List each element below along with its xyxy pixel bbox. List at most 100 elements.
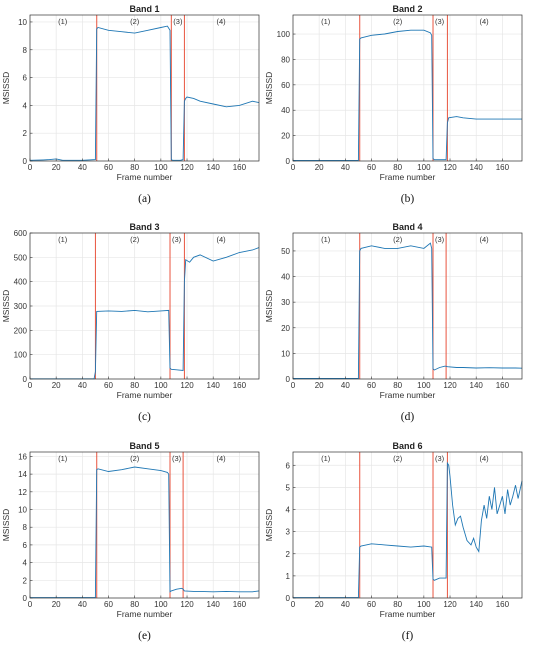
- plot-area: [293, 452, 522, 598]
- y-tick-label: 0: [286, 594, 291, 603]
- x-tick-label: 0: [291, 600, 296, 609]
- region-label: (1): [321, 454, 331, 463]
- chart-title: Band 6: [392, 441, 422, 451]
- y-tick-label: 100: [277, 30, 291, 39]
- y-tick-label: 500: [14, 253, 28, 262]
- x-tick-label: 40: [78, 600, 87, 609]
- region-label: (2): [130, 235, 140, 244]
- region-label: (4): [479, 235, 489, 244]
- chart-panel-1: (1) (2) (3) (4) 0 20 40 60 80 100 120 140 160 0 2 4 6 8 10…: [1, 4, 260, 205]
- chart-panel-5: (1) (2) (3) (4) 0 20 40 60 80 100 120 140 160 0 2 4 6 8 10…: [1, 441, 260, 642]
- x-tick-label: 140: [470, 163, 484, 172]
- x-axis-label: Frame number: [117, 390, 173, 400]
- chart-title: Band 1: [129, 4, 159, 14]
- y-tick-label: 20: [281, 132, 290, 141]
- axes-box: [292, 232, 523, 380]
- chart-title: Band 2: [392, 4, 422, 14]
- x-tick-label: 140: [207, 163, 221, 172]
- y-tick-label: 100: [14, 351, 28, 360]
- axes-box: [29, 451, 260, 599]
- x-tick-label: 80: [393, 381, 402, 390]
- y-tick-label: 0: [23, 375, 28, 384]
- x-tick-label: 100: [154, 163, 168, 172]
- x-axis-label: Frame number: [380, 172, 436, 182]
- y-tick-label: 2: [286, 550, 291, 559]
- y-tick-label: 5: [286, 483, 291, 492]
- region-label: (4): [479, 454, 489, 463]
- x-tick-label: 120: [443, 381, 457, 390]
- plot-area: [30, 452, 259, 598]
- region-label: (2): [393, 17, 403, 26]
- region-label: (3): [173, 17, 183, 26]
- x-tick-label: 0: [28, 163, 33, 172]
- plot-area: [293, 15, 522, 161]
- x-tick-label: 160: [233, 381, 247, 390]
- plot-area: [293, 233, 522, 379]
- axes-box: [292, 451, 523, 599]
- y-tick-label: 200: [14, 326, 28, 335]
- region-label: (3): [435, 17, 445, 26]
- y-axis-label: MSISSD: [264, 72, 274, 105]
- y-tick-label: 12: [18, 488, 27, 497]
- region-label: (4): [216, 454, 226, 463]
- data-series-line: [30, 466, 260, 599]
- x-tick-label: 60: [104, 600, 113, 609]
- y-tick-label: 10: [18, 18, 27, 27]
- x-tick-label: 80: [393, 600, 402, 609]
- x-tick-label: 40: [78, 381, 87, 390]
- x-tick-label: 20: [315, 381, 324, 390]
- region-label: (2): [393, 454, 403, 463]
- x-tick-label: 0: [28, 600, 33, 609]
- data-series-line: [29, 25, 260, 161]
- x-tick-label: 20: [315, 163, 324, 172]
- chart-title: Band 3: [129, 222, 159, 232]
- x-tick-label: 120: [443, 163, 457, 172]
- region-label: (1): [58, 235, 68, 244]
- data-series-line: [293, 242, 523, 379]
- data-series-line: [293, 29, 522, 161]
- x-tick-label: 140: [207, 600, 221, 609]
- y-tick-label: 80: [281, 55, 290, 64]
- y-tick-label: 2: [23, 576, 28, 585]
- y-tick-label: 2: [23, 129, 28, 138]
- region-label: (2): [130, 454, 140, 463]
- y-tick-label: 0: [286, 375, 291, 384]
- x-tick-label: 0: [291, 163, 296, 172]
- chart-panel-4: (1) (2) (3) (4) 0 20 40 60 80 100 120 140 160 0 10 20 30…: [264, 222, 523, 423]
- region-label: (4): [216, 17, 226, 26]
- region-label: (3): [172, 454, 182, 463]
- panel-caption: (b): [401, 193, 415, 205]
- x-tick-label: 60: [104, 381, 113, 390]
- chart-panel-6: (1) (2) (3) (4) 0 20 40 60 80 100 120 140 160 0 1 2 3 4 5 6…: [264, 441, 523, 642]
- data-series-line: [293, 461, 523, 599]
- x-tick-label: 60: [104, 163, 113, 172]
- x-tick-label: 100: [417, 600, 431, 609]
- x-tick-label: 160: [496, 381, 510, 390]
- y-tick-label: 60: [281, 81, 290, 90]
- region-label: (2): [393, 235, 403, 244]
- x-tick-label: 100: [417, 163, 431, 172]
- x-tick-label: 60: [367, 381, 376, 390]
- x-tick-label: 20: [52, 600, 61, 609]
- panel-caption: (d): [401, 411, 415, 423]
- x-axis-label: Frame number: [380, 390, 436, 400]
- y-tick-label: 4: [23, 559, 28, 568]
- x-tick-label: 100: [417, 381, 431, 390]
- x-axis-label: Frame number: [380, 609, 436, 619]
- y-tick-label: 40: [281, 273, 290, 282]
- y-tick-label: 8: [23, 523, 28, 532]
- region-label: (1): [321, 235, 331, 244]
- x-axis-label: Frame number: [117, 172, 173, 182]
- x-tick-label: 80: [393, 163, 402, 172]
- y-tick-label: 600: [14, 229, 28, 238]
- y-tick-label: 6: [23, 541, 28, 550]
- chart-panel-2: (1) (2) (3) (4) 0 20 40 60 80 100 120 140 160 0 20 40 60…: [264, 4, 523, 205]
- x-tick-label: 40: [341, 163, 350, 172]
- y-tick-label: 3: [286, 528, 291, 537]
- y-axis-label: MSISSD: [264, 509, 274, 542]
- x-tick-label: 60: [367, 600, 376, 609]
- region-label: (4): [216, 235, 226, 244]
- chart-title: Band 5: [129, 441, 159, 451]
- panel-caption: (f): [402, 630, 414, 642]
